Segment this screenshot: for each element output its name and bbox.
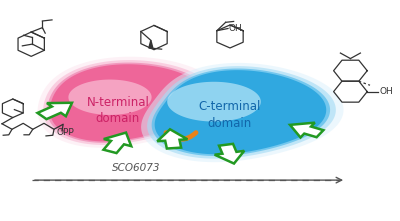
- Polygon shape: [38, 103, 72, 119]
- Polygon shape: [155, 70, 326, 154]
- Polygon shape: [47, 63, 212, 143]
- Text: SCO6073: SCO6073: [112, 164, 160, 173]
- Polygon shape: [152, 69, 330, 156]
- Polygon shape: [290, 123, 323, 137]
- Polygon shape: [149, 40, 153, 48]
- Text: C-terminal
domain: C-terminal domain: [199, 100, 261, 130]
- Polygon shape: [215, 144, 244, 164]
- Polygon shape: [147, 66, 336, 159]
- Text: OH: OH: [379, 87, 393, 96]
- Polygon shape: [50, 64, 208, 141]
- Text: OPP: OPP: [56, 128, 74, 137]
- Polygon shape: [157, 129, 188, 149]
- Polygon shape: [38, 57, 224, 148]
- Polygon shape: [167, 82, 261, 122]
- Polygon shape: [141, 63, 344, 162]
- Polygon shape: [104, 133, 131, 153]
- Polygon shape: [68, 80, 152, 115]
- Polygon shape: [43, 60, 217, 145]
- Text: OH: OH: [229, 25, 242, 33]
- Text: N-terminal
domain: N-terminal domain: [86, 95, 150, 126]
